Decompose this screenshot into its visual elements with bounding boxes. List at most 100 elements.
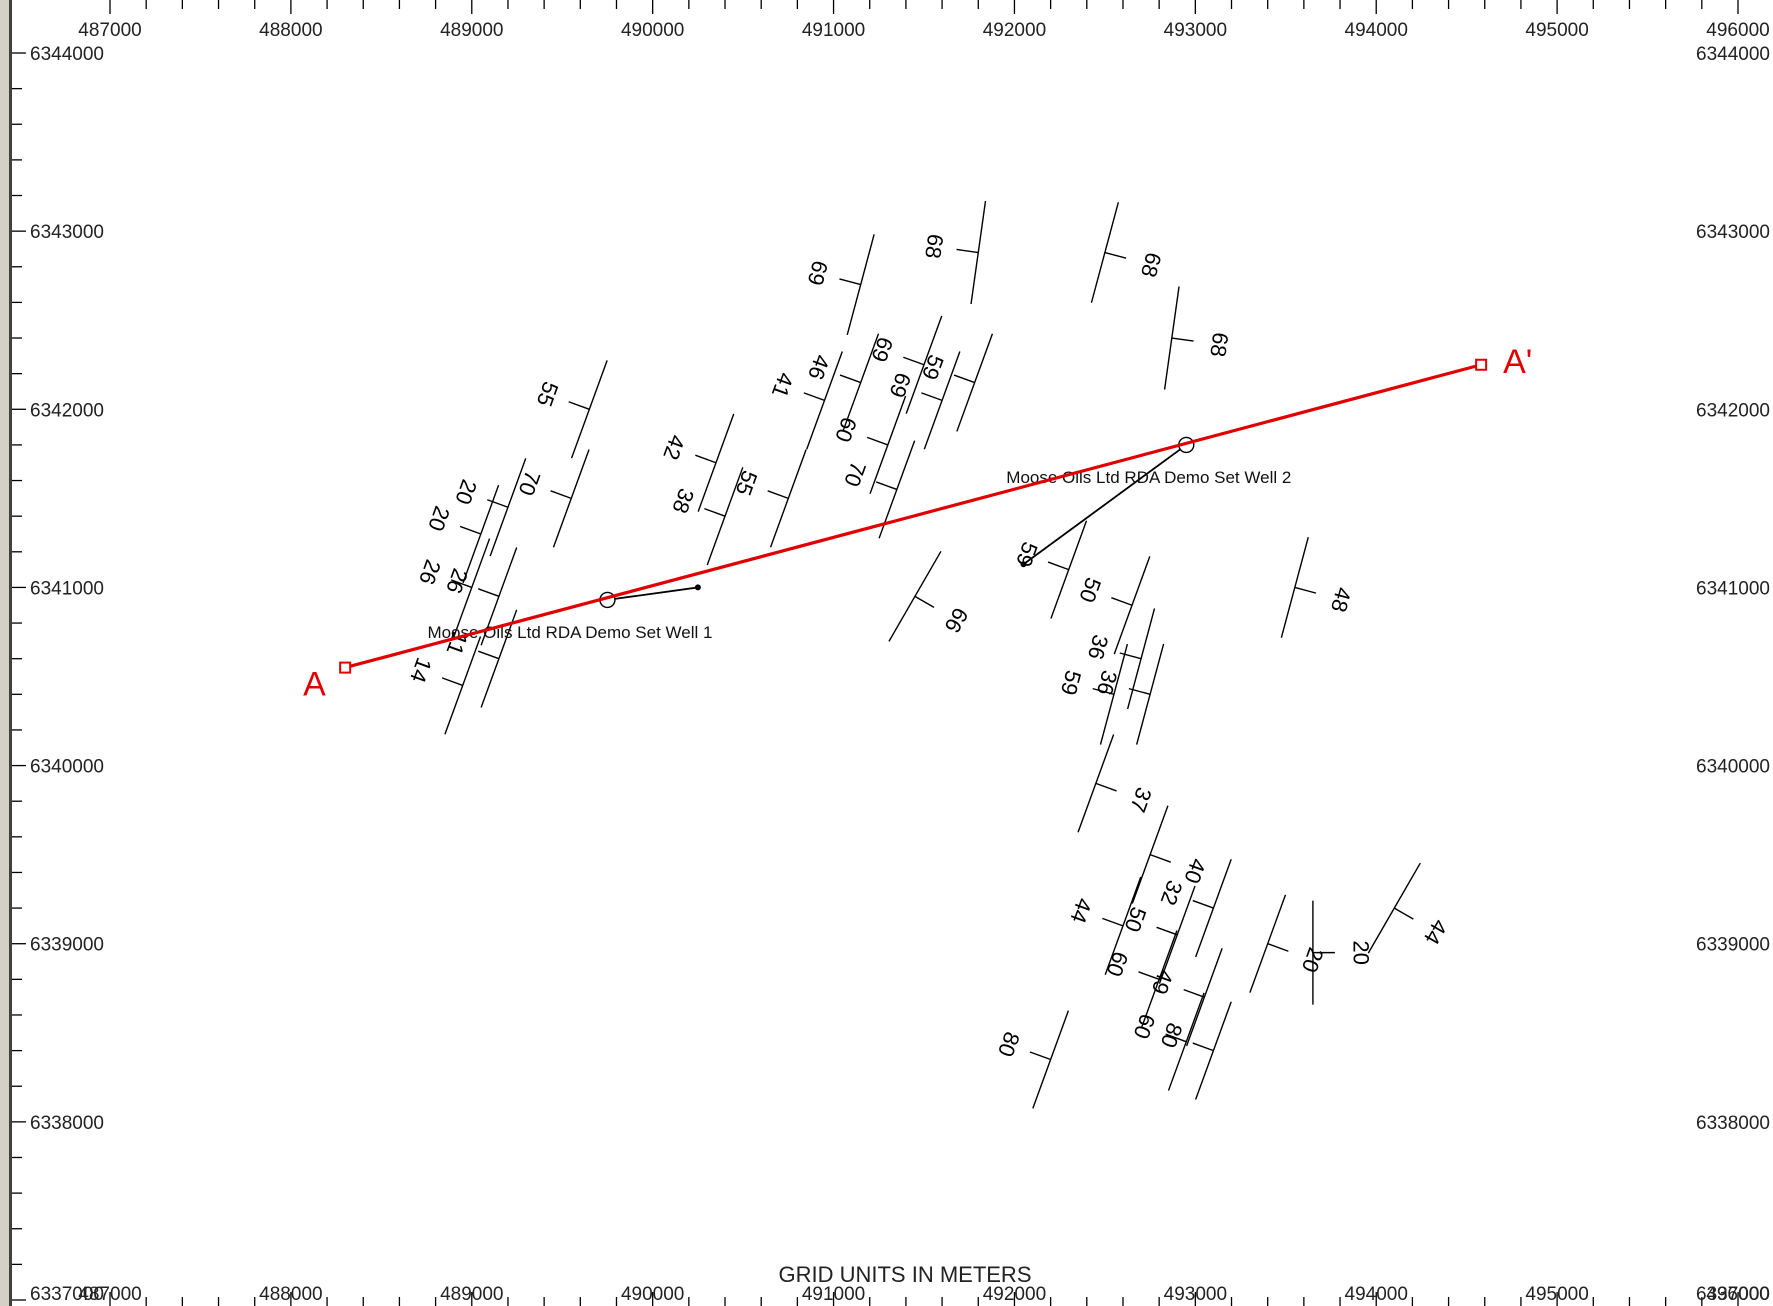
- y-tick-label-right: 6344000: [1696, 44, 1770, 65]
- dip-tick: [568, 401, 590, 410]
- dip-tick: [1095, 782, 1117, 792]
- strike-line: [1090, 202, 1120, 303]
- dip-tick: [839, 374, 861, 384]
- dip-tick: [1294, 586, 1317, 594]
- dip-tick: [459, 525, 482, 535]
- dip-tick: [866, 436, 889, 446]
- x-tick-label-bottom: 490000: [621, 1284, 684, 1305]
- dip-tick: [550, 490, 572, 500]
- x-tick-label-top: 495000: [1525, 20, 1588, 41]
- dip-tick: [450, 579, 473, 589]
- dip-value: 20: [1348, 940, 1373, 964]
- dip-symbol: 68: [1090, 202, 1166, 303]
- dip-tick: [1102, 917, 1124, 927]
- x-tick-label-bottom: 493000: [1164, 1284, 1227, 1305]
- dip-tick: [1267, 943, 1289, 952]
- dip-tick: [839, 278, 861, 286]
- x-tick-label-top: 493000: [1164, 20, 1227, 41]
- dip-tick: [477, 650, 500, 660]
- dip-tick: [1393, 907, 1414, 920]
- dip-tick: [1149, 853, 1172, 863]
- dip-symbol: 68: [920, 200, 987, 305]
- y-tick-label-right: 6342000: [1696, 400, 1770, 421]
- dip-value: 68: [1205, 331, 1233, 359]
- y-tick-label-right: 6343000: [1696, 222, 1770, 243]
- dip-tick: [441, 677, 463, 687]
- x-tick-label-bottom: 495000: [1525, 1284, 1588, 1305]
- section-start-marker: [339, 661, 352, 674]
- x-tick-label-bottom: 491000: [802, 1284, 865, 1305]
- y-tick-label-right: 6339000: [1696, 935, 1770, 956]
- x-tick-label-top: 487000: [78, 20, 141, 41]
- strike-line: [869, 395, 907, 495]
- dip-symbol: 68: [1163, 286, 1233, 390]
- x-tick-label-bottom: 489000: [440, 1284, 503, 1305]
- strike-line: [956, 333, 994, 432]
- x-tick-label-top: 496000: [1706, 20, 1769, 41]
- y-tick-label-right: 6338000: [1696, 1113, 1770, 1134]
- x-tick-label-bottom: 488000: [259, 1284, 322, 1305]
- section-end-label: A': [1503, 343, 1532, 381]
- x-tick-label-top: 494000: [1345, 20, 1408, 41]
- dip-tick: [1192, 899, 1214, 909]
- cross-section-line[interactable]: A A': [303, 343, 1532, 704]
- dip-symbol: 48: [1280, 537, 1356, 638]
- x-tick-label-top: 489000: [440, 20, 503, 41]
- dip-tick: [1119, 652, 1142, 660]
- tick-labels: 487000 487000 488000 488000 489000 489000 4900…: [30, 20, 1770, 1305]
- section-start-label: A: [303, 666, 326, 704]
- dip-tick: [1171, 337, 1194, 342]
- dip-tick: [875, 481, 898, 491]
- strike-line: [1140, 930, 1178, 1029]
- axis-title: GRID UNITS IN METERS: [778, 1262, 1031, 1287]
- y-tick-label-left: 6341000: [30, 578, 104, 599]
- strike-line: [769, 449, 807, 548]
- strike-line: [570, 360, 608, 459]
- section-line: [344, 363, 1482, 670]
- x-tick-label-bottom: 494000: [1345, 1284, 1408, 1305]
- dip-tick: [1138, 971, 1160, 981]
- dip-tick: [953, 374, 975, 384]
- dip-tick: [1156, 926, 1178, 936]
- x-tick-label-bottom: 492000: [983, 1284, 1046, 1305]
- window-frame-left: [0, 0, 9, 1306]
- well-label: Moose Oils Ltd RDA Demo Set Well 2: [1006, 468, 1291, 487]
- dip-tick: [803, 392, 825, 402]
- y-tick-label-left: 6340000: [30, 757, 104, 778]
- x-tick-label-top: 492000: [983, 20, 1046, 41]
- dip-tick: [477, 588, 500, 597]
- strike-line: [480, 609, 518, 708]
- dip-tick: [903, 356, 925, 366]
- x-tick-label-top: 488000: [259, 20, 322, 41]
- x-tick-label-top: 491000: [802, 20, 865, 41]
- section-end-marker: [1475, 358, 1488, 371]
- well-trajectory: [1022, 444, 1187, 565]
- dip-tick: [956, 248, 979, 254]
- well-bottom-marker: [1020, 561, 1027, 568]
- dip-tick: [914, 595, 935, 608]
- dip-tick: [1111, 597, 1133, 606]
- y-tick-label-left: 6342000: [30, 400, 104, 421]
- dip-tick: [921, 392, 943, 402]
- dip-value: 68: [920, 232, 948, 260]
- x-tick-label-top: 490000: [621, 20, 684, 41]
- dip-tick: [487, 499, 509, 508]
- dip-tick: [1183, 988, 1205, 998]
- x-tick-label-bottom: 487000: [78, 1284, 141, 1305]
- dip-tick: [1029, 1051, 1051, 1061]
- well-bottom-marker: [694, 584, 701, 591]
- y-tick-label-right: 6341000: [1696, 578, 1770, 599]
- y-tick-label-left: 6339000: [30, 935, 104, 956]
- y-tick-label-right: 6337000: [1696, 1284, 1770, 1305]
- dip-tick: [1104, 251, 1127, 259]
- dip-tick: [1165, 1033, 1187, 1043]
- dip-tick: [695, 454, 717, 464]
- dip-tick: [1092, 687, 1115, 695]
- x-tick-label-bottom: 496000: [1706, 1284, 1769, 1305]
- dip-tick: [1192, 1042, 1214, 1052]
- y-tick-label-left: 6343000: [30, 222, 104, 243]
- window-frame-edge: [9, 0, 12, 1306]
- dip-tick: [1128, 687, 1151, 695]
- dip-tick: [767, 490, 789, 500]
